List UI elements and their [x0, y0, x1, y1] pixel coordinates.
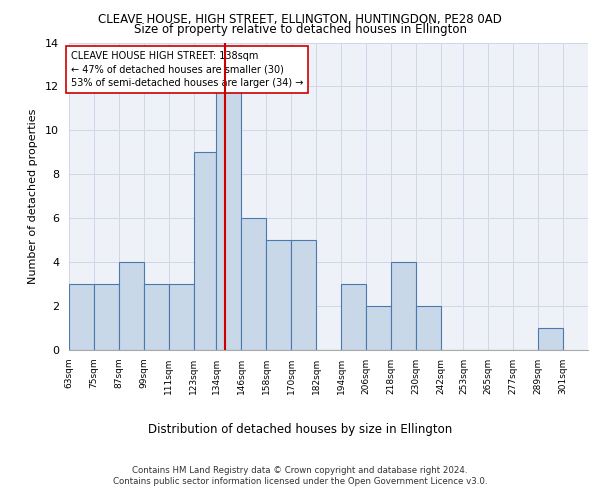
Bar — [194, 152, 217, 350]
Y-axis label: Number of detached properties: Number of detached properties — [28, 108, 38, 284]
Bar — [119, 262, 144, 350]
Bar — [291, 240, 316, 350]
Bar — [341, 284, 366, 350]
Bar — [366, 306, 391, 350]
Bar — [391, 262, 416, 350]
Bar — [266, 240, 291, 350]
Text: CLEAVE HOUSE HIGH STREET: 138sqm
← 47% of detached houses are smaller (30)
53% o: CLEAVE HOUSE HIGH STREET: 138sqm ← 47% o… — [71, 52, 304, 88]
Text: Contains public sector information licensed under the Open Government Licence v3: Contains public sector information licen… — [113, 478, 487, 486]
Text: Contains HM Land Registry data © Crown copyright and database right 2024.: Contains HM Land Registry data © Crown c… — [132, 466, 468, 475]
Bar — [416, 306, 440, 350]
Bar — [144, 284, 169, 350]
Bar — [94, 284, 119, 350]
Bar — [241, 218, 266, 350]
Bar — [169, 284, 194, 350]
Text: CLEAVE HOUSE, HIGH STREET, ELLINGTON, HUNTINGDON, PE28 0AD: CLEAVE HOUSE, HIGH STREET, ELLINGTON, HU… — [98, 12, 502, 26]
Text: Size of property relative to detached houses in Ellington: Size of property relative to detached ho… — [133, 22, 467, 36]
Bar — [69, 284, 94, 350]
Text: Distribution of detached houses by size in Ellington: Distribution of detached houses by size … — [148, 422, 452, 436]
Bar — [217, 86, 241, 350]
Bar — [538, 328, 563, 350]
